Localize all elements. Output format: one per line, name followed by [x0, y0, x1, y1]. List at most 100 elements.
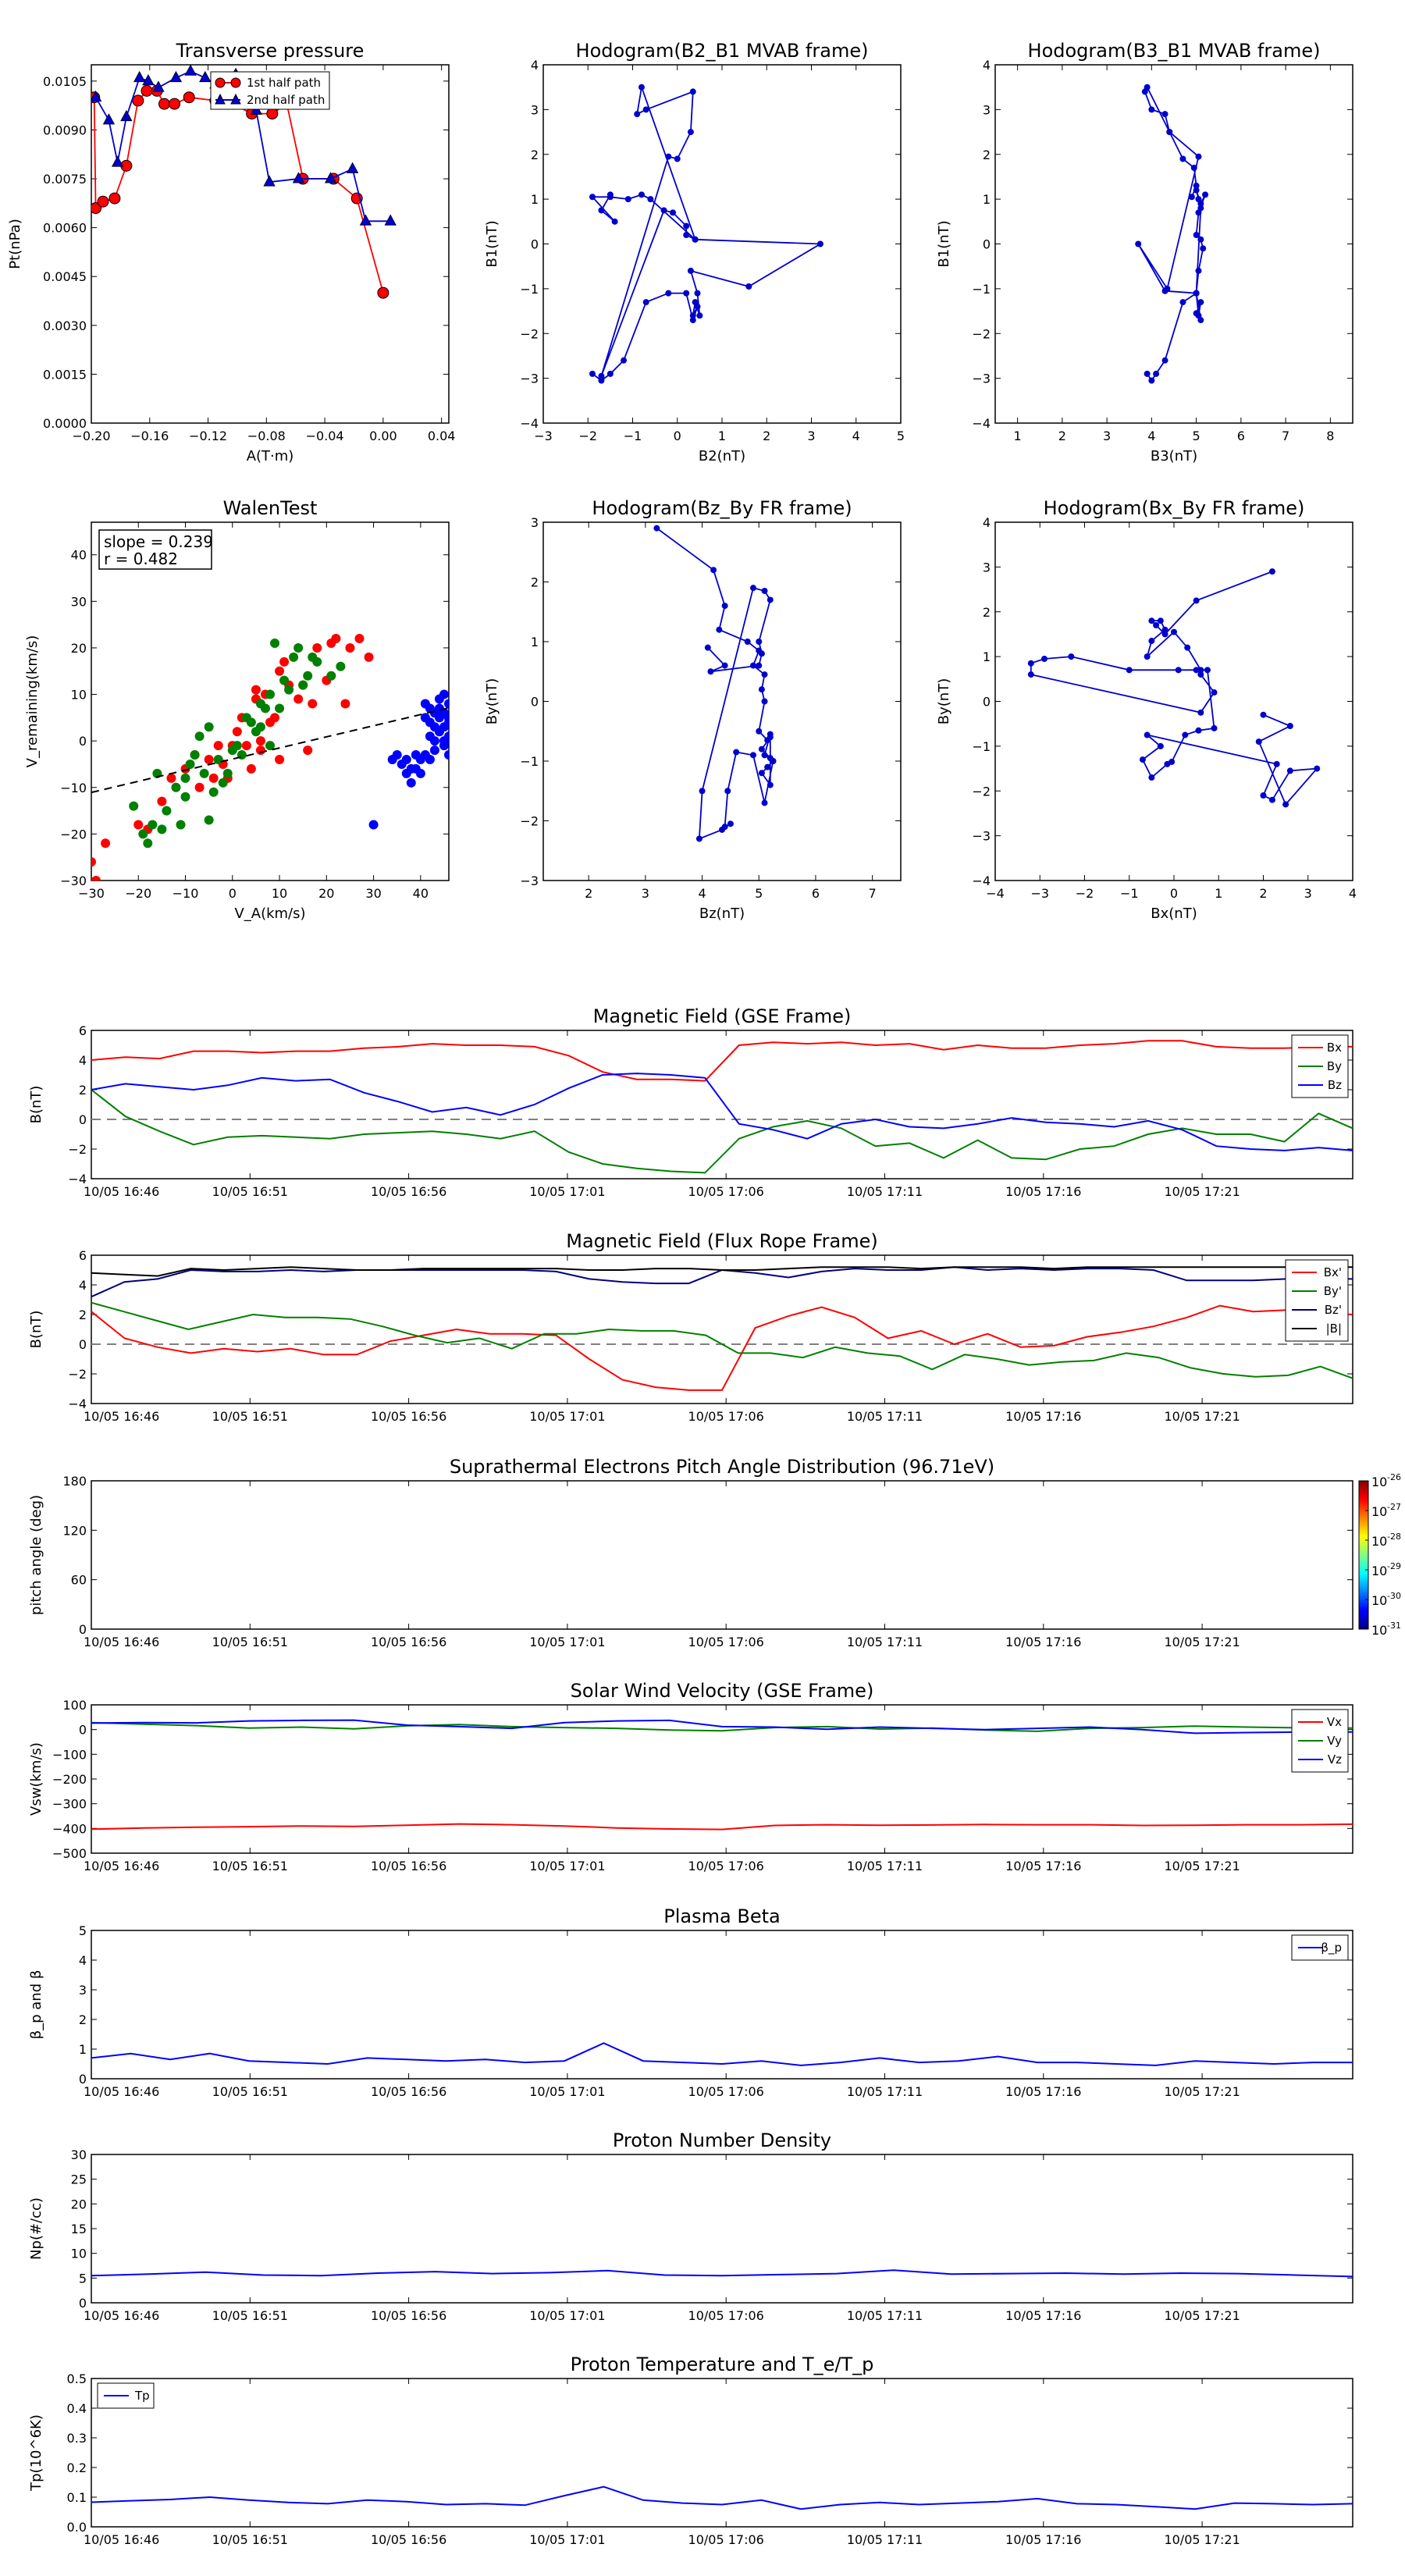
- data-point: [401, 755, 411, 765]
- x-tick-label: 0: [1170, 886, 1178, 901]
- data-point: [1273, 760, 1280, 767]
- x-tick-label: −2: [578, 429, 597, 443]
- chart-title: Hodogram(B2_B1 MVAB frame): [576, 40, 869, 62]
- data-point: [689, 312, 696, 319]
- time-series-frame: [91, 1254, 1353, 1404]
- data-point: [111, 155, 124, 167]
- data-point: [260, 703, 270, 713]
- x-tick-label: 2: [763, 429, 770, 443]
- y-tick-label: 6: [79, 1023, 87, 1038]
- data-point: [1148, 774, 1155, 781]
- data-point: [683, 232, 690, 239]
- series-line: [91, 1719, 1353, 1735]
- time-series-frame: [91, 1480, 1353, 1630]
- data-point: [331, 634, 341, 644]
- data-point: [1200, 245, 1207, 252]
- series-line: [91, 1266, 1353, 1298]
- data-point: [710, 567, 717, 574]
- panel-title: Magnetic Field (GSE Frame): [593, 1005, 852, 1027]
- data-point: [345, 642, 355, 653]
- x-tick-label: 7: [869, 886, 877, 901]
- data-point: [439, 689, 449, 699]
- x-tick-label: 5: [755, 886, 763, 901]
- time-tick-label: 10/05 16:51: [212, 1409, 288, 1424]
- panel-title: Plasma Beta: [663, 1905, 780, 1927]
- time-tick-label: 10/05 16:51: [212, 1184, 288, 1199]
- x-tick-label: −30: [78, 886, 105, 901]
- data-point: [1193, 182, 1200, 189]
- y-tick-label: 10: [71, 2247, 87, 2261]
- time-tick-label: 10/05 17:21: [1164, 1635, 1240, 1649]
- data-point: [749, 585, 756, 592]
- data-point: [326, 671, 336, 681]
- time-tick-label: 10/05 17:11: [847, 1409, 923, 1424]
- data-point: [275, 703, 285, 713]
- data-point: [1204, 667, 1211, 674]
- data-point: [767, 596, 774, 603]
- x-tick-label: 40: [413, 886, 429, 901]
- y-tick-label: 2: [531, 148, 539, 162]
- time-tick-label: 10/05 17:16: [1005, 2532, 1081, 2547]
- data-point: [138, 829, 148, 839]
- data-point: [665, 290, 672, 297]
- data-point: [1164, 760, 1171, 767]
- x-tick-label: −1: [1120, 886, 1139, 901]
- data-point: [1193, 187, 1200, 194]
- data-point: [312, 642, 322, 653]
- time-tick-label: 10/05 17:06: [688, 1859, 764, 1873]
- data-point: [1161, 631, 1168, 638]
- y-tick-label: 0.0000: [43, 416, 87, 431]
- x-tick-label: 5: [1193, 429, 1200, 443]
- x-axis-label: Bx(nT): [1151, 906, 1197, 922]
- y-tick-label: −4: [68, 1397, 87, 1411]
- x-tick-label: −2: [1076, 886, 1094, 901]
- data-point: [1068, 653, 1075, 660]
- legend-marker: [215, 93, 226, 105]
- time-tick-label: 10/05 17:11: [847, 2308, 923, 2323]
- x-tick-label: 4: [1349, 886, 1357, 901]
- y-tick-label: 2: [79, 2012, 87, 2027]
- time-series-frame: [91, 2154, 1353, 2304]
- data-point: [429, 745, 439, 756]
- colorbar-exponent: -31: [1387, 1621, 1401, 1631]
- data-point: [1175, 667, 1182, 674]
- data-point: [611, 218, 618, 225]
- time-tick-label: 10/05 16:56: [371, 2308, 446, 2323]
- data-point: [1148, 106, 1155, 113]
- data-point: [171, 782, 181, 792]
- time-tick-label: 10/05 16:51: [212, 2084, 288, 2099]
- series-line: [1030, 571, 1319, 806]
- y-tick-label: −1: [972, 739, 991, 754]
- y-axis-label: pitch angle (deg): [28, 1495, 44, 1615]
- data-point: [598, 207, 605, 214]
- data-point: [598, 377, 605, 384]
- data-point: [758, 686, 765, 693]
- data-point: [279, 675, 290, 685]
- y-tick-label: 4: [79, 1953, 87, 1968]
- series-line: [91, 1721, 1353, 1732]
- data-point: [767, 781, 774, 788]
- x-tick-label: 7: [1282, 429, 1289, 443]
- series-line: [91, 1266, 1353, 1277]
- data-point: [1286, 767, 1293, 774]
- plot-frame: [542, 64, 902, 424]
- data-point: [1144, 370, 1151, 377]
- y-axis-label: B(nT): [28, 1086, 44, 1124]
- y-tick-label: 0.2: [67, 2460, 87, 2475]
- x-tick-label: −3: [534, 429, 553, 443]
- data-point: [721, 603, 728, 610]
- data-point: [157, 824, 167, 834]
- y-tick-label: −3: [520, 873, 539, 888]
- time-tick-label: 10/05 17:01: [529, 2084, 605, 2099]
- data-point: [415, 768, 425, 778]
- data-point: [1190, 164, 1197, 171]
- y-tick-label: 0.0045: [43, 269, 87, 284]
- x-tick-label: 6: [1237, 429, 1245, 443]
- data-point: [767, 734, 774, 741]
- data-point: [169, 98, 181, 110]
- data-point: [1179, 299, 1186, 306]
- y-tick-label: 0.0105: [43, 74, 87, 89]
- x-tick-label: 4: [852, 429, 860, 443]
- data-point: [303, 671, 313, 681]
- x-tick-label: 4: [1147, 429, 1155, 443]
